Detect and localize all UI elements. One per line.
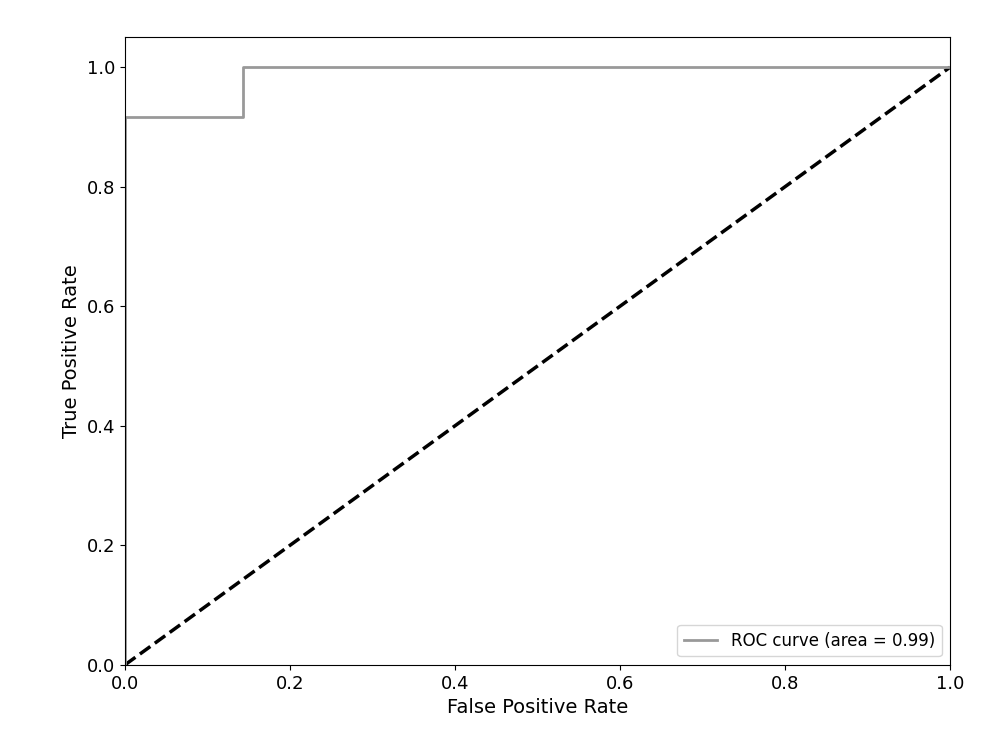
- Legend: ROC curve (area = 0.99): ROC curve (area = 0.99): [677, 625, 942, 657]
- Line: ROC curve (area = 0.99): ROC curve (area = 0.99): [125, 67, 950, 665]
- ROC curve (area = 0.99): [119, 660, 131, 669]
- X-axis label: False Positive Rate: False Positive Rate: [447, 698, 628, 717]
- ROC curve (area = 0.99): [237, 63, 249, 72]
- ROC curve (area = 0.99): [237, 112, 249, 121]
- ROC curve (area = 0.99): [119, 112, 131, 121]
- Y-axis label: True Positive Rate: True Positive Rate: [62, 264, 81, 438]
- ROC curve (area = 0.99): [944, 63, 956, 72]
